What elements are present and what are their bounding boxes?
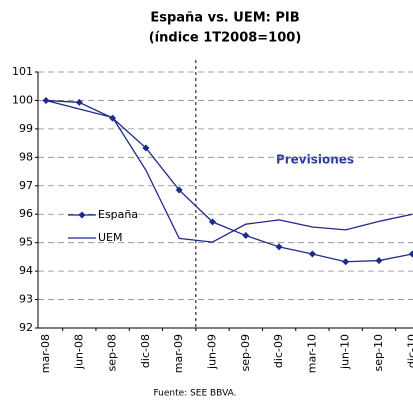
point (275, 243, 283, 251)
point (142, 144, 150, 152)
point (75, 98, 83, 106)
chart-subtitle: (índice 1T2008=100) (149, 31, 302, 46)
y-tick-label: 100 (12, 93, 33, 106)
point (242, 232, 250, 240)
y-tick-label: 98 (19, 150, 33, 163)
chart-title: España vs. UEM: PIB (150, 11, 299, 26)
point (209, 218, 216, 226)
y-tick-label: 92 (19, 321, 33, 334)
legend-label: UEM (98, 231, 123, 244)
x-tick-label: mar-10 (305, 334, 318, 373)
x-tick-label: jun-10 (339, 334, 352, 370)
point (308, 250, 316, 258)
y-tick-label: 97 (19, 179, 33, 192)
legend-marker (78, 211, 86, 219)
point (175, 186, 183, 194)
y-tick-label: 101 (12, 65, 33, 78)
x-tick-label: sep-08 (106, 334, 119, 371)
y-tick-label: 94 (19, 264, 33, 277)
annotation: Previsiones (276, 153, 354, 167)
x-tick-label: jun-08 (72, 334, 85, 370)
x-tick-label: sep-10 (372, 334, 385, 371)
y-tick-label: 95 (19, 236, 33, 249)
x-tick-label: dic-10 (405, 334, 413, 368)
x-tick-label: dic-08 (139, 334, 152, 368)
x-tick-label: mar-09 (172, 334, 185, 373)
y-tick-label: 96 (19, 207, 33, 220)
y-tick-label: 99 (19, 122, 33, 135)
point (342, 258, 350, 266)
x-tick-label: sep-09 (239, 334, 252, 371)
series-line (45, 99, 413, 243)
source: Fuente: SEE BBVA. (153, 389, 236, 399)
point (375, 257, 383, 265)
legend-label: España (98, 208, 138, 221)
point (408, 250, 413, 258)
y-tick-label: 93 (19, 293, 33, 306)
x-tick-label: mar-08 (39, 334, 52, 373)
x-tick-label: dic-09 (272, 334, 285, 368)
x-tick-label: jun-09 (206, 334, 219, 370)
